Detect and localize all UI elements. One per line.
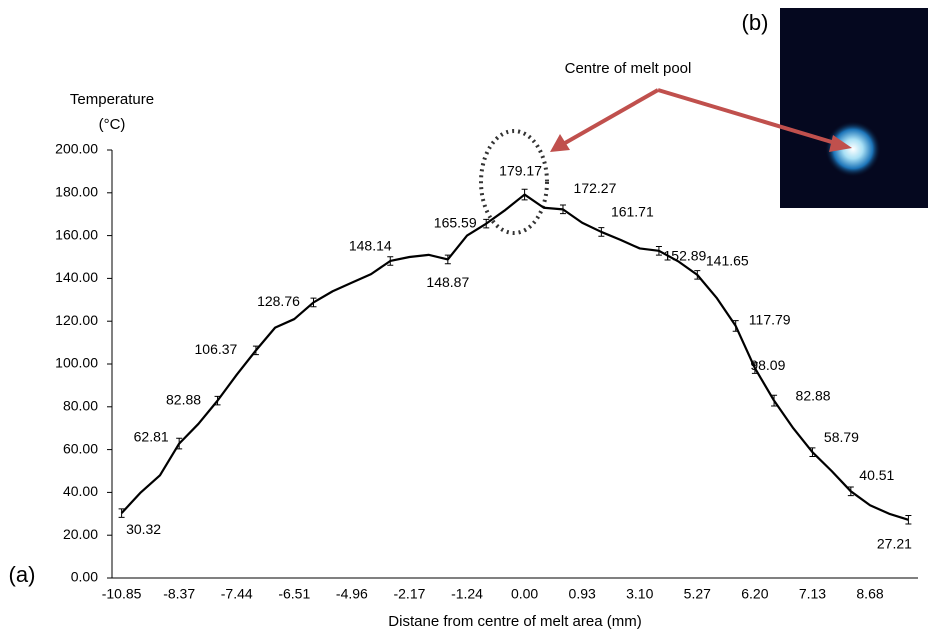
error-bar [310, 297, 317, 308]
error-bar [176, 437, 183, 450]
callout-text: Centre of melt pool [565, 60, 692, 77]
error-bar [483, 218, 490, 229]
line [120, 193, 909, 521]
error-bar [118, 508, 125, 518]
y-tick-label: 140.00 [55, 269, 98, 285]
data-label: 148.14 [349, 238, 392, 254]
data-label: 128.76 [257, 293, 300, 309]
x-tick-label: -2.17 [393, 586, 425, 602]
melt-pool-glow [825, 121, 881, 177]
data-label: 62.81 [134, 428, 169, 444]
data-label: 27.21 [877, 535, 912, 551]
data-label: 141.65 [706, 253, 749, 269]
x-tick-label: 8.68 [856, 586, 883, 602]
x-tick-label: 0.93 [569, 586, 596, 602]
data-label: 152.89 [664, 248, 707, 264]
data-label: 161.71 [611, 204, 654, 220]
x-tick-label: -6.51 [278, 586, 310, 602]
y-tick-label: 0.00 [71, 569, 98, 585]
data-label: 82.88 [796, 387, 831, 403]
error-bar [444, 254, 451, 265]
x-tick-label: -7.44 [221, 586, 253, 602]
error-bar [598, 227, 605, 237]
panel-label: (a) [9, 562, 36, 587]
error-bar [694, 270, 701, 280]
x-axis-title: Distane from centre of melt area (mm) [388, 613, 641, 630]
error-bar [771, 394, 778, 407]
x-tick-label: -1.24 [451, 586, 483, 602]
y-tick-label: 20.00 [63, 526, 98, 542]
data-label: 148.87 [426, 274, 469, 290]
data-label: 82.88 [166, 391, 201, 407]
error-bar [387, 256, 394, 266]
data-label: 30.32 [126, 521, 161, 537]
data-label: 98.09 [750, 357, 785, 373]
x-tick-label: 0.00 [511, 586, 538, 602]
panel-label: (b) [742, 10, 769, 35]
data-label: 106.37 [195, 341, 238, 357]
x-tick-label: 3.10 [626, 586, 653, 602]
x-tick-label: -10.85 [102, 586, 142, 602]
y-tick-label: 160.00 [55, 226, 98, 242]
error-bar [732, 320, 739, 332]
data-label: 58.79 [824, 429, 859, 445]
x-tick-label: 5.27 [684, 586, 711, 602]
error-bar [655, 246, 662, 256]
error-bar [252, 345, 259, 356]
x-tick-label: -4.96 [336, 586, 368, 602]
y-tick-label: 200.00 [55, 141, 98, 157]
x-tick-label: -8.37 [163, 586, 195, 602]
y-axis-title: (°C) [99, 116, 126, 133]
data-label: 172.27 [574, 180, 617, 196]
y-tick-label: 80.00 [63, 398, 98, 414]
y-tick-label: 180.00 [55, 184, 98, 200]
highlight-ellipse [479, 129, 549, 235]
data-label: 165.59 [434, 214, 477, 230]
y-tick-label: 40.00 [63, 483, 98, 499]
y-axis-title: Temperature [70, 91, 154, 108]
data-label: 179.17 [499, 162, 542, 178]
error-bar [559, 204, 566, 215]
error-bar [847, 486, 854, 497]
error-bar [905, 514, 912, 525]
y-tick-label: 100.00 [55, 355, 98, 371]
error-bar [751, 362, 758, 374]
x-tick-label: 6.20 [741, 586, 768, 602]
data-label: 117.79 [749, 312, 791, 328]
y-tick-label: 120.00 [55, 312, 98, 328]
data-label: 40.51 [859, 467, 894, 483]
melt-pool-image [780, 8, 928, 208]
error-bar [214, 395, 221, 406]
error-bar [521, 188, 528, 201]
callout-arrows [550, 88, 852, 152]
y-tick-label: 60.00 [63, 440, 98, 456]
error-bar [809, 447, 816, 457]
x-tick-label: 7.13 [799, 586, 826, 602]
